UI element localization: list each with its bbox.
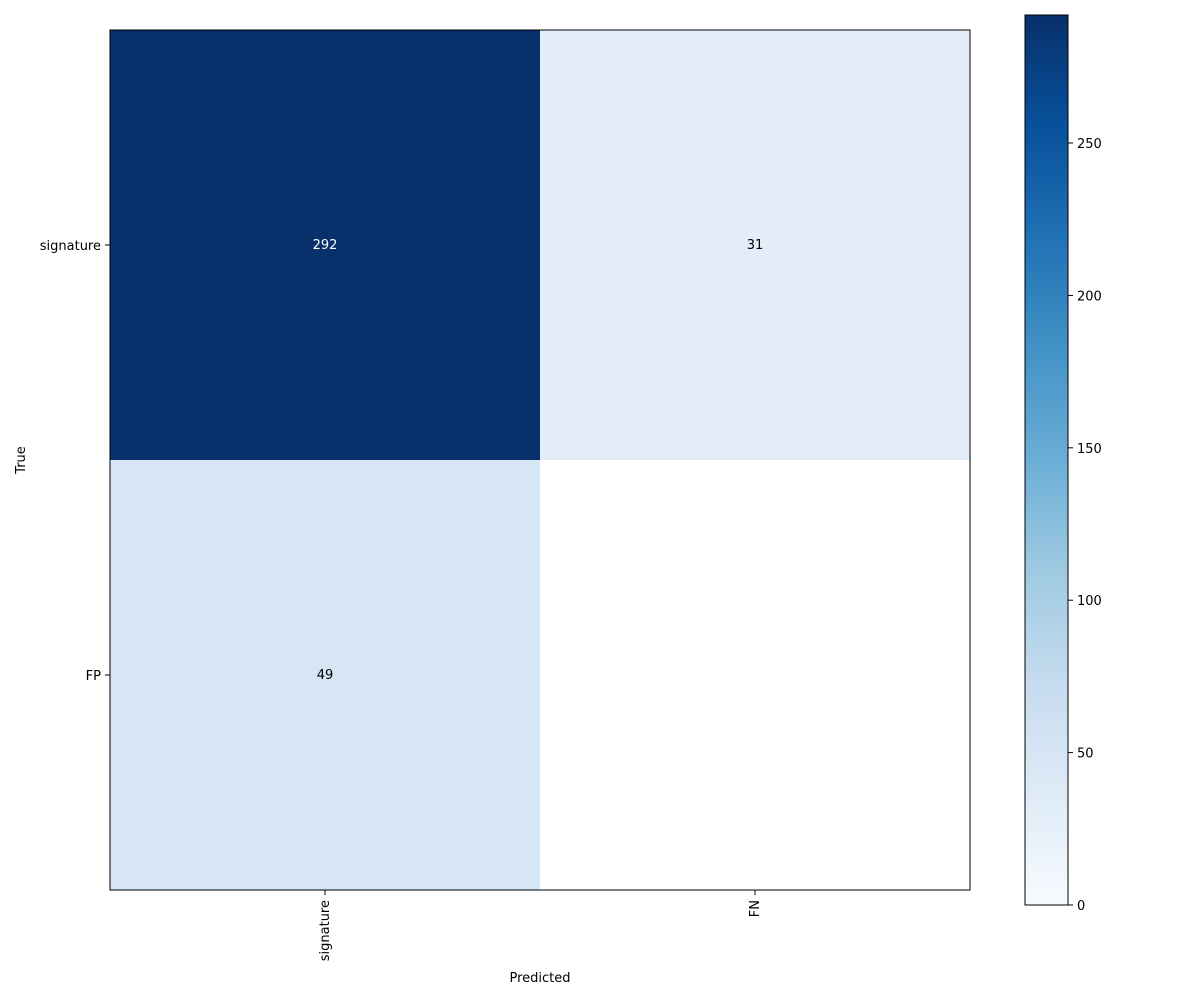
x-tick-label: signature <box>318 900 333 961</box>
colorbar <box>1024 14 1069 906</box>
x-tick-label: FN <box>748 900 763 917</box>
heatmap-cell <box>540 30 970 460</box>
y-tick-label: FP <box>86 669 101 684</box>
x-axis-ticks: signature FN <box>318 890 763 961</box>
x-axis-label: Predicted <box>509 971 570 986</box>
colorbar-tick-label: 50 <box>1077 747 1094 762</box>
heatmap-cell <box>110 30 540 460</box>
y-tick-label: signature <box>40 239 101 254</box>
colorbar-tick-label: 150 <box>1077 442 1102 457</box>
heatmap-cells <box>110 30 970 890</box>
cell-value-labels: 292 31 49 <box>313 238 764 683</box>
heatmap-cell <box>540 460 970 890</box>
plot-frame <box>109 29 971 891</box>
y-axis-ticks: signature FP <box>40 239 110 684</box>
heatmap-cell <box>110 460 540 890</box>
colorbar-tick-label: 100 <box>1077 594 1102 609</box>
colorbar-tick-label: 250 <box>1077 137 1102 152</box>
cell-value-label: 49 <box>317 668 334 683</box>
colorbar-ticks: 0 50 100 150 200 250 <box>1068 137 1102 914</box>
cell-value-label: 31 <box>747 238 764 253</box>
colorbar-tick-label: 200 <box>1077 289 1102 304</box>
colorbar-tick-label: 0 <box>1077 899 1085 914</box>
y-axis-label: True <box>14 446 29 475</box>
cell-value-label: 292 <box>313 238 338 253</box>
